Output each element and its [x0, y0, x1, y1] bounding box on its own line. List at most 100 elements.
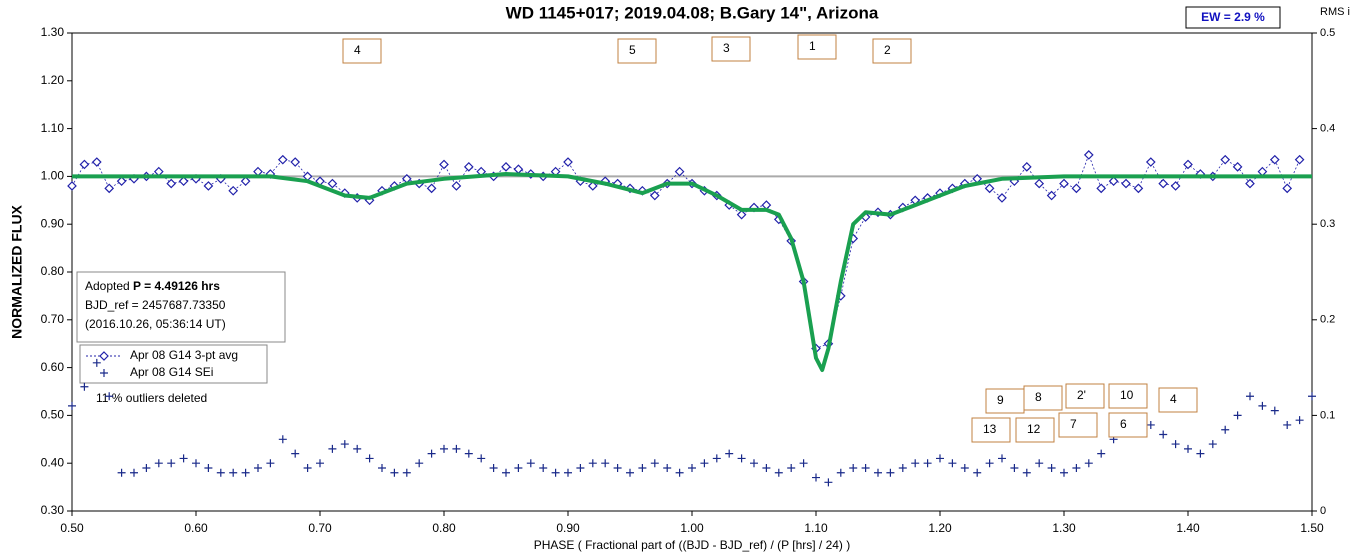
annotation: 6: [1120, 417, 1127, 431]
point: [166, 178, 177, 189]
point: [1046, 190, 1057, 201]
point: [91, 157, 102, 167]
point: [167, 459, 176, 468]
point: [502, 468, 510, 477]
point: [812, 473, 820, 482]
point: [997, 193, 1007, 203]
point: [104, 183, 115, 194]
ew-box: [1185, 6, 1281, 29]
point: [440, 444, 448, 453]
annotation-box: [1065, 383, 1105, 409]
info-text: P = 4.49126 hrs: [133, 279, 220, 293]
point: [290, 157, 301, 167]
x-tick-label: 1.10: [804, 521, 828, 535]
point: [1146, 420, 1155, 429]
point: [179, 454, 188, 463]
point: [1159, 430, 1168, 439]
ew-label: EW = 2.9 %: [1201, 10, 1265, 24]
point: [836, 468, 845, 477]
annotation: 2': [1077, 388, 1086, 402]
point: [216, 468, 225, 477]
note: 11 % outliers deleted: [96, 391, 207, 405]
point: [1232, 161, 1243, 172]
point: [1059, 178, 1069, 189]
point: [1196, 449, 1205, 458]
point: [774, 468, 783, 477]
point: [241, 468, 250, 477]
point: [80, 382, 89, 391]
point: [985, 459, 994, 468]
point: [228, 185, 239, 196]
legend: [79, 344, 268, 384]
point: [563, 157, 573, 167]
point: [539, 463, 548, 472]
point: [973, 468, 982, 477]
point: [1171, 440, 1180, 449]
annotation-box: [617, 38, 657, 64]
point: [229, 468, 238, 477]
point: [1083, 150, 1094, 160]
y-tick-label: 0.80: [41, 264, 65, 278]
y-tick-label: 1.00: [41, 169, 65, 183]
annotation-box: [1015, 417, 1055, 443]
annotation: 8: [1035, 390, 1042, 404]
info-text: (2016.10.26, 05:36:14 UT): [85, 317, 226, 331]
point: [117, 468, 126, 477]
point: [1060, 468, 1068, 477]
point: [464, 449, 473, 458]
point: [984, 183, 995, 194]
point: [1084, 459, 1093, 468]
point: [1184, 444, 1192, 453]
info-box: [76, 271, 286, 343]
y-tick-label: 0.40: [41, 455, 65, 469]
x-tick-label: 1.50: [1300, 521, 1324, 535]
x-tick-label: 1.40: [1176, 521, 1200, 535]
point: [675, 468, 684, 477]
point: [849, 463, 858, 472]
point: [1096, 183, 1107, 194]
annotation-box: [1108, 383, 1148, 409]
annotation: 9: [997, 393, 1004, 407]
y2-tick-label: 0.2: [1320, 314, 1335, 326]
point: [761, 200, 772, 210]
point: [737, 454, 746, 463]
point: [116, 176, 127, 187]
point: [451, 181, 462, 191]
point: [936, 454, 944, 463]
point: [1108, 176, 1119, 187]
point: [1010, 463, 1019, 472]
point: [1047, 463, 1056, 472]
point: [1034, 178, 1045, 189]
point: [365, 454, 374, 463]
legend-label: Apr 08 G14 3-pt avg: [130, 348, 238, 362]
point: [663, 463, 672, 472]
y2-tick-label: 0.5: [1320, 27, 1335, 39]
annotation: 10: [1120, 388, 1134, 402]
point: [1294, 154, 1305, 165]
point: [960, 463, 969, 472]
point: [725, 449, 734, 458]
point: [1246, 392, 1254, 401]
point: [513, 164, 524, 175]
point: [79, 159, 90, 170]
point: [501, 161, 511, 172]
annotation-box: [1058, 412, 1098, 438]
point: [1097, 449, 1106, 458]
point: [674, 166, 685, 177]
y-tick-label: 1.20: [41, 73, 65, 87]
annotation-box: [872, 38, 912, 64]
info-text: Adopted P = 4.49126 hrs: [85, 279, 220, 293]
annotation: 13: [983, 422, 997, 436]
point: [799, 459, 808, 468]
point: [353, 444, 362, 453]
point: [1035, 459, 1044, 468]
point: [68, 401, 76, 410]
annotation-box: [711, 36, 751, 62]
y-tick-label: 1.10: [41, 121, 65, 135]
point: [67, 181, 77, 191]
point: [378, 463, 386, 472]
point: [130, 468, 138, 477]
point: [1133, 183, 1144, 194]
point: [911, 459, 920, 468]
point: [638, 463, 647, 472]
